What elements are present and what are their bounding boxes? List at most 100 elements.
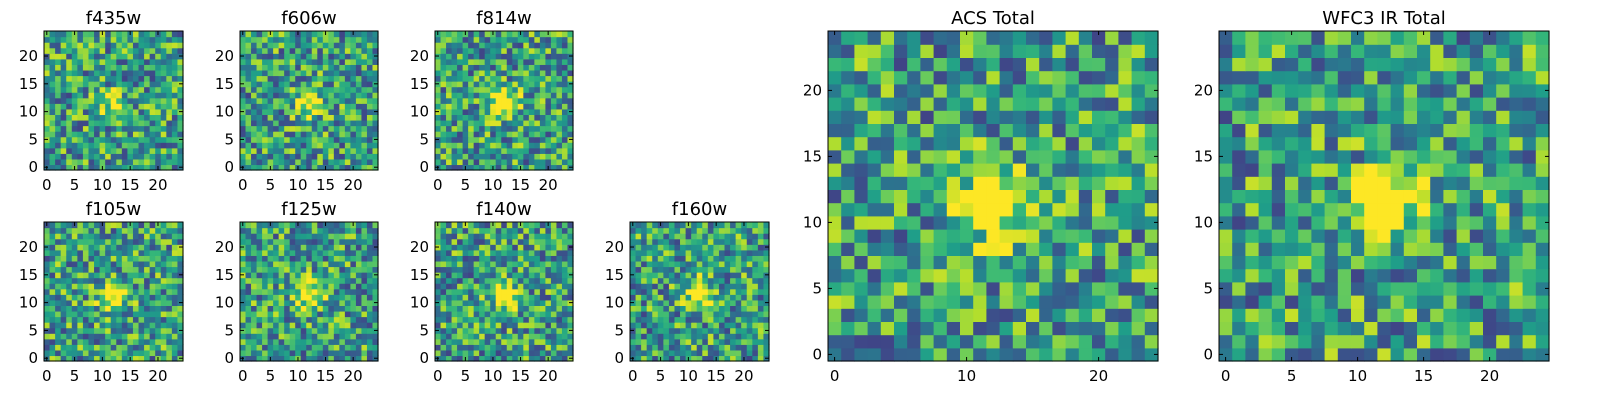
heatmap-cell (127, 108, 134, 115)
heatmap-cell (322, 283, 329, 290)
heatmap-cell (468, 36, 475, 43)
heatmap-cell (82, 53, 90, 60)
heatmap-cell (545, 153, 552, 160)
heatmap-cell (1144, 268, 1159, 283)
heatmap-cell (561, 299, 569, 306)
heatmap-cell (567, 288, 574, 295)
heatmap-cell (446, 344, 453, 351)
heatmap-cell (501, 227, 508, 234)
heatmap-cell (149, 305, 156, 312)
heatmap-cell (462, 266, 469, 273)
heatmap-cell (132, 283, 140, 290)
heatmap-cell (1026, 334, 1040, 349)
heatmap-cell (262, 249, 269, 256)
heatmap-cell (730, 316, 737, 323)
heatmap-cell (116, 36, 123, 43)
heatmap-cell (160, 58, 167, 65)
heatmap-cell (240, 36, 247, 43)
heatmap-cell (149, 164, 156, 171)
heatmap-cell (366, 338, 374, 345)
heatmap-cell (534, 322, 541, 329)
heatmap-cell (680, 344, 687, 351)
heatmap-cell (539, 249, 546, 256)
heatmap-cell (273, 97, 280, 104)
heatmap-cell (652, 305, 659, 312)
heatmap-cell (696, 227, 703, 234)
heatmap-cell (880, 176, 895, 190)
heatmap-cell (256, 86, 263, 93)
heatmap-cell (317, 322, 324, 329)
heatmap-cell (490, 305, 497, 312)
heatmap-cell (350, 86, 357, 93)
heatmap-cell (77, 108, 84, 115)
heatmap-cell (539, 288, 546, 295)
heatmap-cell (550, 53, 558, 60)
heatmap-cell (251, 147, 258, 154)
heatmap-cell (350, 333, 357, 340)
heatmap-cell (55, 108, 62, 115)
heatmap-cell (1118, 242, 1133, 256)
heatmap-cell (523, 299, 530, 306)
heatmap-cell (512, 81, 519, 88)
heatmap-cell (1131, 255, 1146, 270)
heatmap-cell (517, 69, 524, 77)
heatmap-cell (495, 333, 502, 340)
heatmap-cell (523, 333, 530, 340)
heatmap-cell (517, 266, 524, 273)
heatmap-cell (284, 310, 291, 318)
heatmap-cell (322, 238, 329, 245)
heatmap-cell (333, 222, 340, 229)
heatmap-cell (245, 316, 252, 323)
heatmap-cell (501, 97, 508, 104)
heatmap-cell (680, 277, 687, 284)
heatmap-cell (94, 327, 101, 334)
heatmap-cell (166, 47, 173, 54)
heatmap-cell (322, 344, 329, 351)
heatmap-cell (517, 125, 524, 132)
heatmap-cell (60, 164, 67, 171)
heatmap-cell (680, 233, 687, 240)
heatmap-cell (635, 310, 642, 318)
heatmap-cell (457, 222, 464, 229)
heatmap-cell (300, 277, 307, 284)
heatmap-cell (534, 131, 541, 138)
heatmap-cell (523, 31, 530, 38)
heatmap-cell (77, 227, 84, 234)
axes-frame (43, 221, 184, 362)
heatmap-cell (828, 255, 842, 270)
heatmap-cell (71, 36, 78, 43)
heatmap-cell (691, 355, 698, 362)
heatmap-cell (479, 31, 486, 38)
heatmap-cell (88, 249, 95, 256)
heatmap-cell (132, 272, 140, 279)
heatmap-cell (267, 86, 274, 93)
heatmap-cell (539, 344, 546, 351)
heatmap-cell (116, 31, 123, 38)
heatmap-cell (479, 233, 486, 240)
heatmap-cell (88, 31, 95, 38)
heatmap-cell (116, 272, 123, 279)
heatmap-cell (66, 349, 73, 357)
heatmap-cell (730, 344, 737, 351)
heatmap-cell (495, 249, 502, 256)
heatmap-cell (166, 108, 173, 115)
heatmap-cell (528, 147, 535, 154)
heatmap-cell (132, 31, 140, 38)
heatmap-cell (160, 344, 167, 351)
heatmap-cell (311, 316, 318, 323)
heatmap-cell (273, 272, 280, 279)
heatmap-cell (435, 125, 442, 132)
heatmap-cell (262, 233, 269, 240)
heatmap-cell (278, 31, 285, 38)
heatmap-cell (1039, 163, 1053, 177)
heatmap-cell (741, 260, 748, 268)
heatmap-cell (273, 249, 280, 256)
heatmap-cell (702, 249, 709, 256)
heatmap-cell (88, 125, 95, 132)
heatmap-cell (372, 316, 379, 323)
heatmap-cell (289, 114, 296, 121)
heatmap-cell (550, 260, 558, 268)
heatmap-cell (641, 310, 648, 318)
heatmap-cell (534, 114, 541, 121)
heatmap-cell (1026, 268, 1040, 283)
